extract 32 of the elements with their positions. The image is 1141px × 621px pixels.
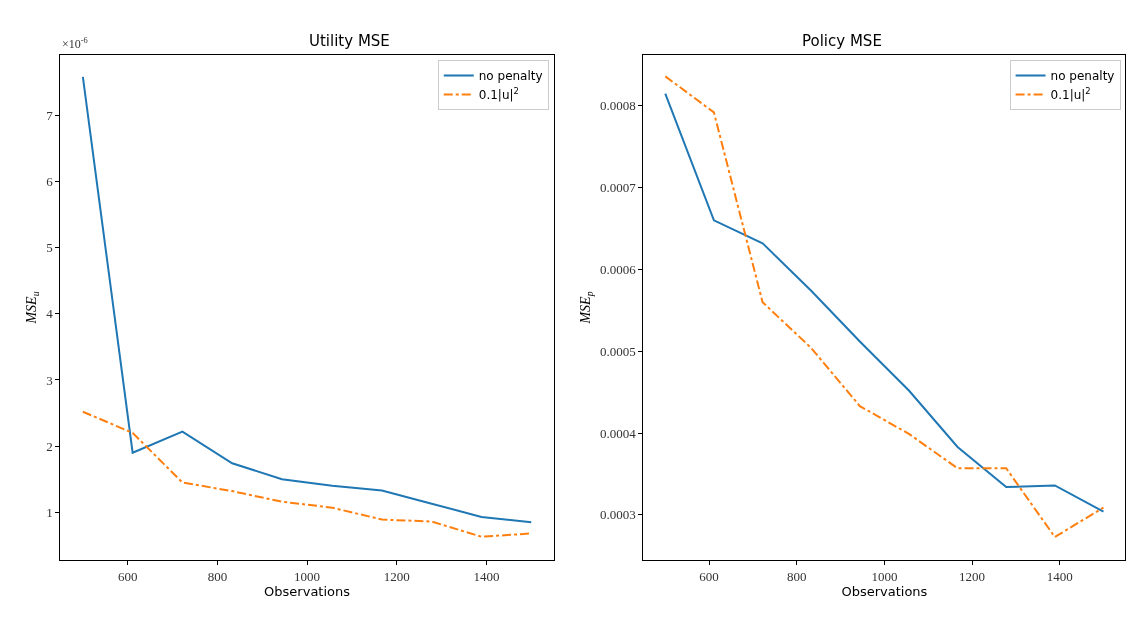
y-tick-label: 2 xyxy=(46,438,53,454)
y-tick-label: 0.0008 xyxy=(600,98,636,114)
x-tick-label: 1200 xyxy=(959,568,986,584)
legend-label: no penalty xyxy=(478,69,543,84)
x-tick-label: 600 xyxy=(117,568,138,584)
x-tick-label: 1000 xyxy=(294,568,321,584)
y-tick-label: 0.0004 xyxy=(600,425,637,441)
y-tick-label: 1 xyxy=(46,504,53,520)
y-tick-label: 6 xyxy=(46,174,54,190)
y-tick-label: 5 xyxy=(46,240,53,256)
legend-label: 0.1|u|$^{2}$ xyxy=(478,86,519,103)
x-tick-label: 1400 xyxy=(1046,568,1073,584)
y-tick-label: 0.0006 xyxy=(600,261,637,277)
y-tick-label: 4 xyxy=(46,306,54,322)
y-tick-label: 0.0007 xyxy=(600,180,637,196)
x-axis-title: Observations xyxy=(841,584,928,600)
chart-title: Policy MSE xyxy=(802,32,882,50)
text: ×10$^{-6}$ xyxy=(62,36,88,52)
x-tick-label: 800 xyxy=(207,568,228,584)
x-axis-title: Observations xyxy=(264,584,351,600)
x-tick-label: 1200 xyxy=(383,568,410,584)
y-tick-label: 7 xyxy=(46,107,54,123)
y-tick-label: 0.0003 xyxy=(600,507,636,523)
y-tick-label: 0.0005 xyxy=(600,343,636,359)
x-tick-label: 1000 xyxy=(871,568,898,584)
x-tick-label: 600 xyxy=(699,568,719,584)
y-tick-label: 3 xyxy=(46,372,53,388)
legend-label: no penalty xyxy=(1050,69,1115,84)
x-tick-label: 1400 xyxy=(473,568,500,584)
chart-title: Utility MSE xyxy=(309,32,390,50)
legend-label: 0.1|u|$^{2}$ xyxy=(1050,86,1091,103)
x-tick-label: 800 xyxy=(786,568,807,584)
